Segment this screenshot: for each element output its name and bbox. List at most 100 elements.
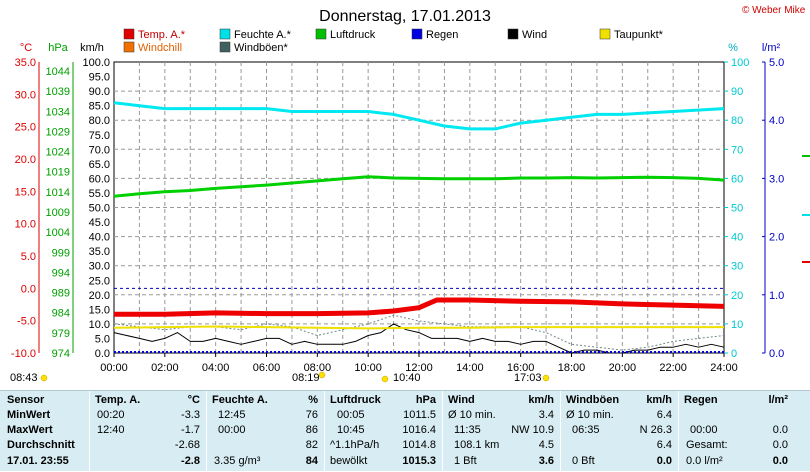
table-cell: -2.8 bbox=[181, 455, 200, 467]
table-divider bbox=[678, 391, 679, 472]
event-time-label: 10:40 bbox=[393, 372, 421, 384]
table-cell: 0.0 bbox=[772, 439, 788, 451]
temp-tick-label: 5.0 bbox=[21, 251, 36, 263]
wind-axis-unit: km/h bbox=[80, 42, 104, 54]
wind-tick-label: 95.0 bbox=[89, 72, 110, 84]
pressure-tick-label: 1014 bbox=[46, 187, 70, 199]
table-cell: ^1.1hPa/h bbox=[330, 439, 380, 451]
table-cell: 1014.8 bbox=[402, 439, 436, 451]
wind-tick-label: 45.0 bbox=[89, 217, 110, 229]
time-tick-label: 02:00 bbox=[151, 362, 179, 374]
table-header-humidity: Feuchte A. bbox=[212, 394, 268, 406]
weather-chart: Donnerstag, 17.01.2013 © Weber Mike Temp… bbox=[10, 5, 810, 384]
table-cell: 1016.4 bbox=[402, 424, 436, 436]
wind-tick-label: 5.0 bbox=[95, 333, 110, 345]
radiation-tick-label: 0.0 bbox=[769, 348, 784, 360]
stats-table: Sensor Temp. A. °C Feuchte A. % Luftdruc… bbox=[0, 390, 810, 472]
temp-tick-label: 35.0 bbox=[15, 57, 36, 69]
time-tick-label: 06:00 bbox=[253, 362, 281, 374]
row-label: Durchschnitt bbox=[7, 439, 75, 451]
temp-tick-label: 25.0 bbox=[15, 122, 36, 134]
table-header-wind-unit: km/h bbox=[528, 394, 554, 406]
pressure-tick-label: 1019 bbox=[46, 167, 70, 179]
time-tick-label: 14:00 bbox=[456, 362, 484, 374]
table-cell: 0.0 l/m² bbox=[686, 455, 723, 467]
time-tick-label: 18:00 bbox=[558, 362, 586, 374]
table-cell: 76 bbox=[305, 409, 318, 421]
table-cell: NW 10.9 bbox=[511, 424, 554, 436]
legend-swatch bbox=[123, 28, 135, 40]
table-cell: 12:45 bbox=[218, 409, 246, 421]
table-cell: 00:00 bbox=[690, 424, 718, 436]
wind-tick-label: 20.0 bbox=[89, 290, 110, 302]
table-header-humidity-unit: % bbox=[308, 394, 318, 406]
table-header-wind: Wind bbox=[448, 394, 475, 406]
chart-title: Donnerstag, 17.01.2013 bbox=[319, 8, 491, 25]
table-divider bbox=[560, 391, 561, 472]
table-cell: 6.4 bbox=[656, 439, 672, 451]
sun-event-icon bbox=[542, 374, 550, 382]
legend-swatch bbox=[411, 28, 423, 40]
wind-tick-label: 80.0 bbox=[89, 115, 110, 127]
legend-label: Feuchte A.* bbox=[234, 29, 292, 41]
pressure-tick-label: 1004 bbox=[46, 227, 70, 239]
table-cell: -2.68 bbox=[174, 439, 200, 451]
temp-tick-label: 20.0 bbox=[15, 154, 36, 166]
table-cell: 1015.3 bbox=[402, 455, 436, 467]
pressure-tick-label: 1024 bbox=[46, 147, 70, 159]
humidity-tick-label: 0 bbox=[731, 348, 737, 360]
table-cell: 00:20 bbox=[97, 409, 125, 421]
radiation-tick-label: 5.0 bbox=[769, 57, 784, 69]
series-line bbox=[113, 101, 725, 131]
legend-label: Windchill bbox=[138, 42, 182, 54]
pressure-tick-label: 999 bbox=[52, 247, 70, 259]
table-cell: Ø 10 min. bbox=[448, 409, 496, 421]
wind-tick-label: 75.0 bbox=[89, 130, 110, 142]
legend-swatch bbox=[315, 28, 327, 40]
table-cell: 10:45 bbox=[337, 424, 365, 436]
wind-tick-label: 0.0 bbox=[95, 348, 110, 360]
humidity-tick-label: 10 bbox=[731, 319, 743, 331]
table-cell: -1.7 bbox=[181, 424, 200, 436]
axis-ticks: 35.0 30.0 25.0 20.0 15.0 10.0 5.0 0.0 -5.0 -10.0 1… bbox=[11, 57, 784, 374]
legend-label: Temp. A.* bbox=[138, 29, 186, 41]
humidity-tick-label: 30 bbox=[731, 261, 743, 273]
credit-text[interactable]: © Weber Mike bbox=[742, 5, 806, 16]
table-divider bbox=[206, 391, 207, 472]
humidity-tick-label: 40 bbox=[731, 232, 743, 244]
table-cell: 84 bbox=[305, 455, 318, 467]
time-tick-label: 10:00 bbox=[354, 362, 382, 374]
table-cell: 0.0 bbox=[772, 455, 788, 467]
table-cell: 11:35 bbox=[454, 424, 481, 436]
pressure-axis-unit: hPa bbox=[48, 42, 68, 54]
temp-axis-unit: °C bbox=[20, 42, 32, 54]
radiation-tick-label: 3.0 bbox=[769, 173, 784, 185]
table-cell: 6.4 bbox=[656, 409, 672, 421]
time-tick-label: 20:00 bbox=[609, 362, 637, 374]
humidity-tick-label: 50 bbox=[731, 203, 743, 215]
radiation-tick-label: 4.0 bbox=[769, 115, 784, 127]
legend-swatch bbox=[507, 28, 519, 40]
radiation-tick-label: 2.0 bbox=[769, 232, 784, 244]
wind-tick-label: 30.0 bbox=[89, 261, 110, 273]
table-cell: 00:00 bbox=[218, 424, 246, 436]
event-markers: 08:43 08:19 10:40 17:03 bbox=[10, 371, 550, 384]
pressure-tick-label: 1044 bbox=[46, 66, 70, 78]
wind-tick-label: 65.0 bbox=[89, 159, 110, 171]
pressure-tick-label: 1009 bbox=[46, 207, 70, 219]
humidity-axis-unit: % bbox=[728, 42, 738, 54]
temp-tick-label: 10.0 bbox=[15, 219, 36, 231]
wind-tick-label: 25.0 bbox=[89, 275, 110, 287]
pressure-tick-label: 989 bbox=[52, 288, 70, 300]
legend-swatch bbox=[123, 41, 135, 53]
table-cell: 108.1 km bbox=[454, 439, 500, 451]
temp-tick-label: -10.0 bbox=[11, 348, 36, 360]
wind-tick-label: 40.0 bbox=[89, 232, 110, 244]
wind-tick-label: 90.0 bbox=[89, 86, 110, 98]
table-cell: 0 Bft bbox=[572, 455, 595, 467]
wind-tick-label: 70.0 bbox=[89, 144, 110, 156]
table-cell: 86 bbox=[305, 424, 318, 436]
wind-tick-label: 15.0 bbox=[89, 304, 110, 316]
legend-label: Regen bbox=[426, 29, 458, 41]
time-tick-label: 16:00 bbox=[507, 362, 535, 374]
